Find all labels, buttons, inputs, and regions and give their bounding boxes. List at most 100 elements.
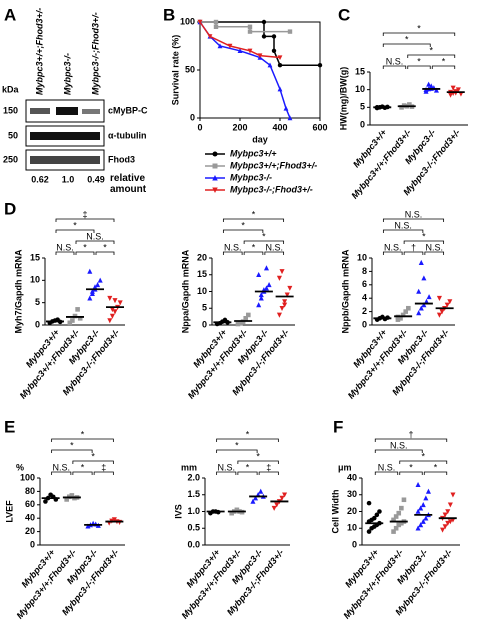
band: [82, 109, 100, 114]
band: [30, 108, 50, 114]
point: [401, 497, 407, 503]
point: [85, 523, 91, 529]
panel-label: B: [163, 5, 175, 24]
y-tick-label: 15: [30, 252, 40, 262]
point: [263, 265, 270, 271]
legend-label: Mybpc3-/-: [230, 172, 272, 182]
y-tick-label: 0: [202, 319, 207, 329]
y-tick-label: 100: [180, 16, 195, 26]
point: [399, 505, 404, 511]
bracket: [382, 251, 403, 255]
point: [395, 317, 401, 322]
point: [75, 307, 80, 312]
significance-label: N.S.: [386, 56, 404, 66]
point: [271, 505, 277, 511]
significance-label: †: [408, 429, 413, 439]
significance-label: N.S.: [384, 242, 402, 252]
y-tick-label: 20: [25, 526, 35, 536]
point: [213, 19, 219, 25]
point: [415, 525, 421, 531]
bracket: [423, 471, 448, 475]
bracket: [382, 43, 431, 47]
y-tick-label: 40: [25, 513, 35, 523]
point: [256, 302, 262, 308]
y-tick-label: 1.0: [187, 506, 200, 516]
point: [436, 295, 442, 301]
bracket: [55, 251, 75, 255]
point: [234, 507, 240, 513]
legend-label: Mybpc3+/+;Fhod3+/-: [230, 160, 317, 170]
point: [418, 522, 424, 528]
bracket: [431, 65, 456, 69]
y-tick-label: 2.0: [187, 472, 200, 482]
point: [263, 285, 270, 291]
significance-label: N.S.: [390, 440, 408, 450]
point: [448, 92, 454, 98]
significance-label: *: [103, 242, 107, 252]
bracket: [243, 251, 264, 255]
point: [393, 514, 399, 519]
point: [450, 85, 456, 91]
y-tick-label: 0: [30, 539, 35, 549]
y-unit: mm: [181, 462, 197, 472]
y-unit: %: [16, 462, 24, 472]
panel-label: C: [338, 5, 350, 24]
point: [277, 62, 283, 68]
band-label: Fhod3: [108, 154, 135, 164]
plot-frame: [199, 21, 321, 119]
significance-label: *: [256, 451, 260, 461]
significance-label: *: [422, 231, 426, 241]
point: [447, 502, 453, 508]
point: [117, 300, 123, 306]
point: [277, 55, 283, 61]
bracket: [243, 240, 285, 244]
y-tick-label: 6: [362, 279, 367, 289]
significance-label: ‡: [82, 209, 87, 219]
y-tick-label: 5: [35, 297, 40, 307]
bracket: [407, 65, 431, 69]
bracket: [258, 471, 279, 475]
y-tick-label: 15: [197, 269, 207, 279]
significance-label: N.S.: [86, 231, 104, 241]
point: [247, 48, 253, 54]
point: [246, 312, 251, 318]
point: [399, 105, 404, 110]
band-label: α-tubulin: [108, 130, 147, 140]
y-unit: μm: [338, 462, 352, 472]
point: [87, 268, 93, 274]
y-tick-label: 10: [357, 252, 367, 262]
point: [283, 105, 289, 111]
point: [229, 510, 234, 516]
significance-label: *: [429, 45, 433, 55]
bracket: [374, 471, 399, 475]
bracket: [382, 65, 407, 69]
band: [56, 107, 78, 115]
y-tick-label: 10: [197, 286, 207, 296]
y-tick-label: 30: [347, 489, 357, 499]
y-tick-label: 50: [185, 64, 195, 74]
significance-label: N.S.: [56, 242, 74, 252]
y-tick-label: 20: [197, 252, 207, 262]
significance-label: *: [241, 220, 245, 230]
significance-label: *: [417, 23, 421, 33]
point: [406, 305, 411, 311]
significance-label: †: [411, 242, 416, 252]
point: [92, 284, 98, 290]
bracket: [51, 449, 93, 453]
y-tick-label: 2: [362, 306, 367, 316]
point: [67, 320, 73, 326]
bracket: [216, 471, 237, 475]
point: [450, 492, 456, 498]
x-tick-label: 0: [197, 122, 202, 132]
bracket: [237, 460, 279, 464]
significance-label: N.S.: [217, 462, 235, 472]
point: [287, 29, 293, 34]
point: [423, 298, 430, 304]
point: [396, 522, 402, 528]
y-tick-label: 10: [347, 523, 357, 533]
point: [77, 316, 83, 321]
point: [64, 497, 69, 502]
point: [400, 312, 406, 318]
blot: Mybpc3+/+;Fhod3+/- Mybpc3-/- Mybpc3-/-;F…: [2, 8, 148, 185]
